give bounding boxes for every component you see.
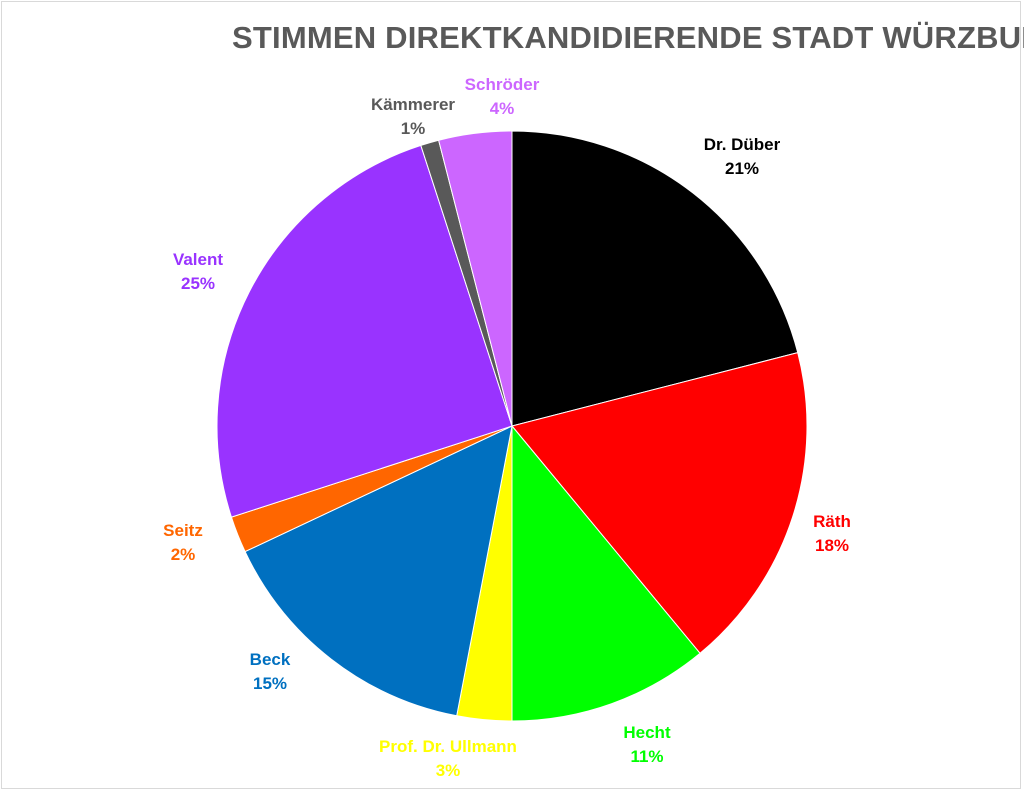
slice-label: Räth 18% xyxy=(813,512,851,555)
slice-label-percent: 18% xyxy=(815,536,849,555)
slice-label: Dr. Düber 21% xyxy=(704,135,781,178)
pie-slice-räth xyxy=(511,352,808,655)
slice-label-percent: 3% xyxy=(436,761,461,780)
pie-slice-dr-düber xyxy=(511,130,799,427)
slice-label-percent: 4% xyxy=(490,99,515,118)
slice-label-name: Schröder xyxy=(465,75,540,94)
slice-label-name: Valent xyxy=(173,250,223,269)
chart-title: STIMMEN DIREKTKANDIDIERENDE STADT WÜRZBU… xyxy=(232,20,1024,55)
slice-label-name: Prof. Dr. Ullmann xyxy=(379,737,517,756)
slice-label-percent: 11% xyxy=(630,747,663,766)
slice-label-percent: 15% xyxy=(253,674,287,693)
slice-label-name: Beck xyxy=(250,650,291,669)
slice-label-percent: 2% xyxy=(171,545,196,564)
slice-label-percent: 1% xyxy=(401,119,426,138)
slice-label: Valent 25% xyxy=(173,250,223,293)
slice-label: Schröder 4% xyxy=(465,75,540,118)
slice-label: Kämmerer 1% xyxy=(371,95,455,138)
slice-label-name: Hecht xyxy=(623,723,671,742)
slice-label: Hecht 11% xyxy=(623,723,671,766)
slice-label-percent: 25% xyxy=(181,274,215,293)
slice-label: Beck 15% xyxy=(250,650,291,693)
slice-label-name: Dr. Düber xyxy=(704,135,781,154)
slice-label: Seitz 2% xyxy=(163,521,203,564)
slice-label-name: Seitz xyxy=(163,521,203,540)
slice-label-name: Räth xyxy=(813,512,851,531)
pie-slice-hecht xyxy=(511,424,701,722)
slice-label-name: Kämmerer xyxy=(371,95,455,114)
pie-slice-schröder xyxy=(438,130,513,427)
pie-slice-beck xyxy=(244,425,513,717)
slice-label: Prof. Dr. Ullmann 3% xyxy=(379,737,517,780)
pie-slice-valent xyxy=(216,144,513,518)
slice-label-percent: 21% xyxy=(725,159,759,178)
